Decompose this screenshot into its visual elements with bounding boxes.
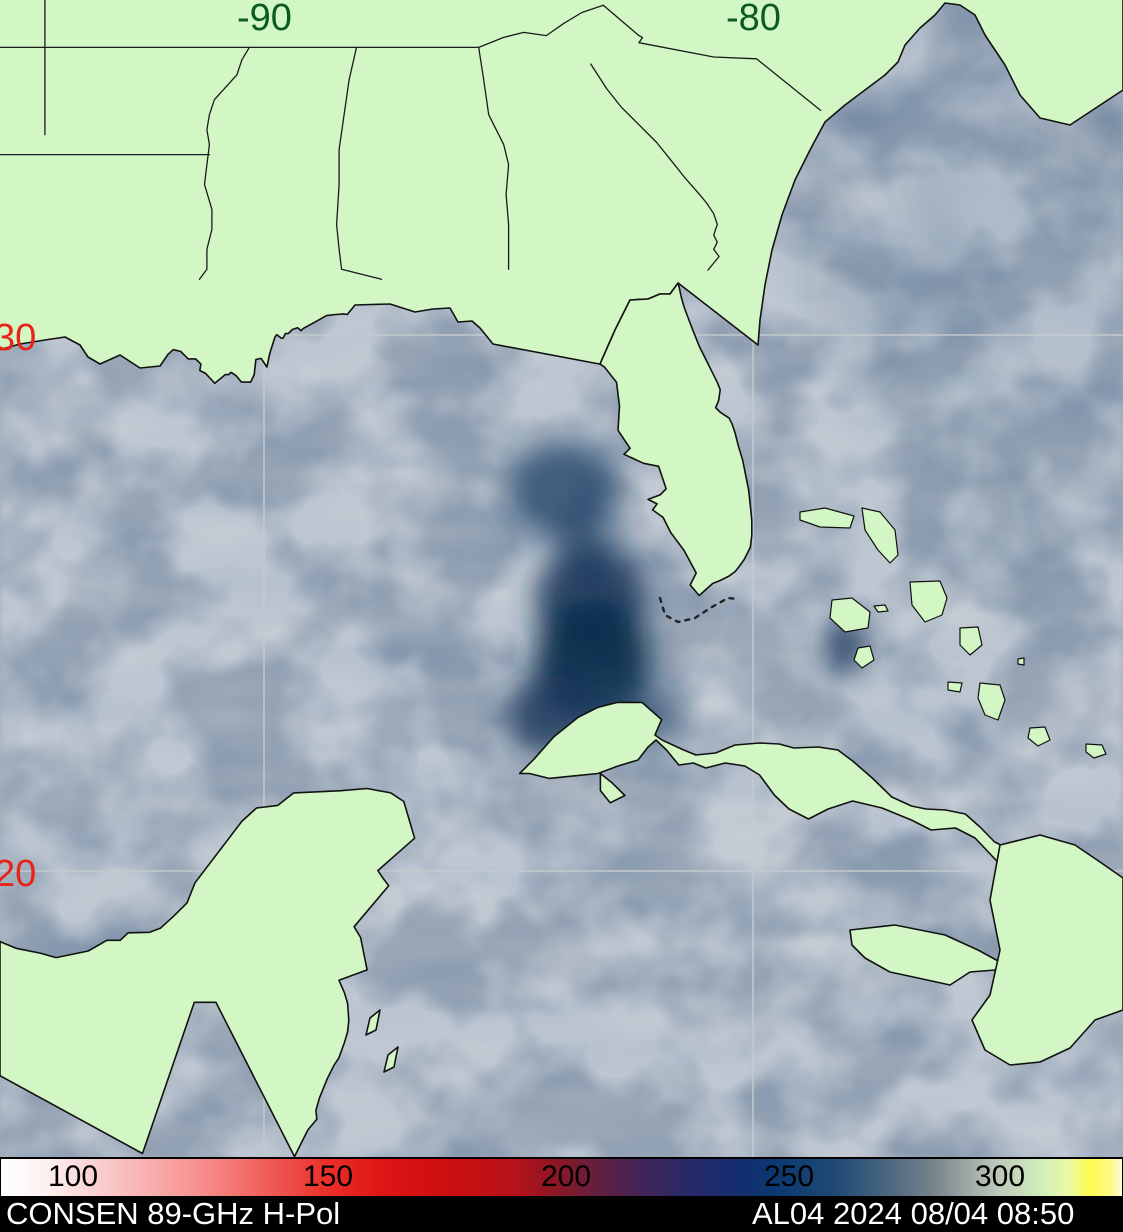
svg-text:-80: -80 bbox=[726, 0, 781, 39]
svg-text:-90: -90 bbox=[237, 0, 292, 39]
svg-text:CONSEN 89-GHz H-Pol: CONSEN 89-GHz H-Pol bbox=[6, 1196, 340, 1231]
svg-text:200: 200 bbox=[541, 1160, 591, 1193]
svg-text:250: 250 bbox=[764, 1160, 814, 1193]
svg-text:20: 20 bbox=[0, 853, 36, 895]
svg-text:100: 100 bbox=[48, 1160, 98, 1193]
svg-text:300: 300 bbox=[975, 1160, 1025, 1193]
svg-text:AL04 2024 08/04 08:50: AL04 2024 08/04 08:50 bbox=[752, 1196, 1074, 1231]
svg-text:150: 150 bbox=[303, 1160, 353, 1193]
svg-text:30: 30 bbox=[0, 317, 36, 359]
